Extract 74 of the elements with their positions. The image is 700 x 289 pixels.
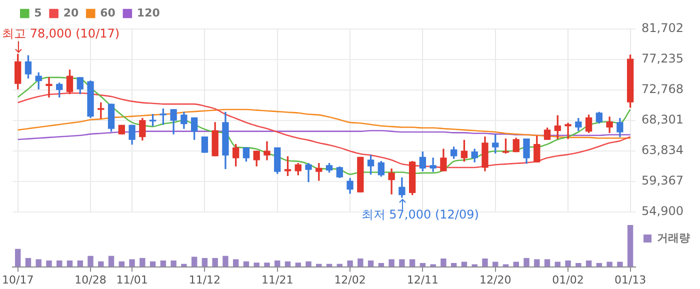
x-tick-label: 11/21	[262, 273, 294, 286]
bar	[627, 225, 634, 267]
bar	[25, 258, 32, 267]
legend-label: 5	[34, 6, 42, 20]
y-tick-label: 68,301	[642, 112, 684, 127]
legend-label: 120	[136, 6, 160, 20]
annotation: 최고 78,000 (10/17)	[2, 26, 120, 40]
bar	[420, 263, 426, 267]
x-tick-label: 12/02	[334, 273, 366, 286]
bar	[440, 258, 446, 267]
bar	[202, 258, 208, 267]
bar	[46, 260, 52, 267]
bar	[565, 260, 571, 267]
bar	[586, 260, 592, 267]
bar	[77, 260, 83, 267]
bar	[347, 260, 353, 267]
bar	[306, 261, 312, 267]
x-tick-label: 10/28	[74, 273, 106, 286]
bar	[66, 260, 73, 267]
bar	[264, 262, 270, 267]
y-tick-label: 72,768	[642, 82, 684, 96]
bar	[524, 258, 530, 267]
bar	[191, 256, 198, 267]
bar	[14, 248, 21, 267]
x-tick-label: 11/12	[188, 273, 221, 286]
candlestick	[264, 141, 270, 160]
bar	[98, 261, 104, 267]
legend-label: 60	[100, 6, 116, 20]
bar	[222, 256, 228, 267]
bar	[576, 263, 582, 267]
x-tick-label: 01/02	[552, 273, 584, 286]
y-tick-label: 54,900	[642, 204, 684, 218]
x-tick-label: 10/17	[2, 273, 34, 286]
bar	[378, 263, 384, 267]
annotation: 최저 57,000 (12/09)	[361, 208, 479, 222]
bar	[56, 260, 62, 267]
y-tick-label: 63,834	[642, 142, 684, 157]
bar	[232, 259, 239, 267]
x-tick-label: 01/13	[614, 273, 646, 286]
x-tick-label: 12/11	[406, 273, 439, 286]
legend-label: 거래량	[657, 231, 690, 244]
bar	[274, 260, 280, 267]
bar	[36, 259, 42, 267]
bar	[295, 262, 301, 267]
bar	[170, 260, 176, 267]
bar	[399, 259, 405, 267]
bar	[254, 262, 260, 267]
bar	[409, 259, 416, 267]
bar	[388, 259, 394, 267]
bar	[181, 264, 187, 267]
bar	[534, 259, 540, 267]
bar	[88, 256, 94, 267]
bar	[450, 263, 457, 267]
bar	[108, 256, 114, 267]
bar	[358, 258, 364, 267]
x-tick-label: 11/01	[116, 273, 148, 286]
bar	[368, 260, 374, 267]
bar	[140, 258, 146, 267]
y-tick-label: 81,702	[642, 21, 684, 36]
candlestick	[46, 77, 52, 98]
legend-label: 20	[63, 6, 79, 20]
bar	[160, 260, 166, 267]
bar	[606, 262, 612, 267]
bar	[212, 258, 218, 267]
x-tick-label: 12/20	[480, 273, 512, 286]
bar	[596, 263, 602, 267]
bar	[544, 259, 550, 267]
candlestick	[430, 158, 436, 172]
y-tick-label: 59,367	[642, 173, 684, 188]
candlestick	[564, 122, 572, 140]
bar	[617, 262, 623, 267]
bar	[482, 258, 488, 267]
y-tick-label: 77,235	[642, 52, 684, 66]
bar	[129, 259, 135, 267]
